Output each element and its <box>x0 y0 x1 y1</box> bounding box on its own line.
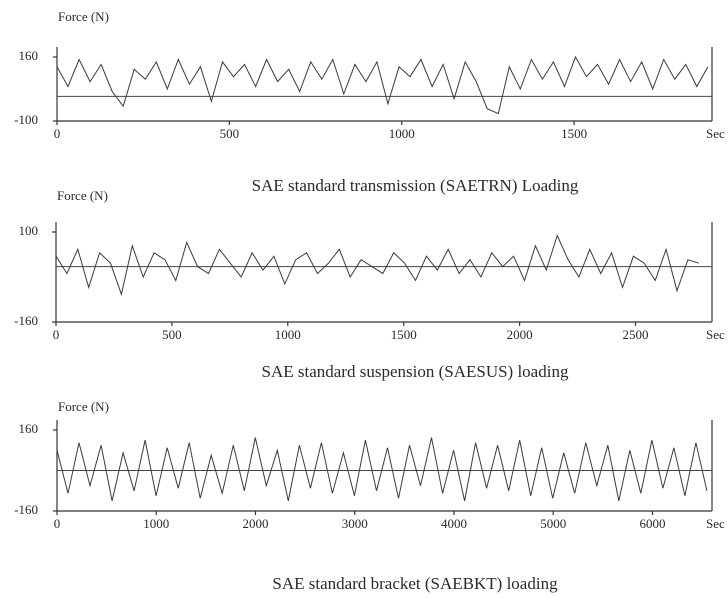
x-tick-label: 1000 <box>275 327 301 342</box>
x-tick-label: 2000 <box>242 516 268 531</box>
chart-caption: SAE standard suspension (SAESUS) loading <box>262 362 569 381</box>
x-axis-label: Sec <box>706 126 725 141</box>
y-tick-label: 160 <box>19 421 39 436</box>
x-tick-label: 500 <box>162 327 182 342</box>
x-tick-label: 0 <box>54 126 61 141</box>
y-axis-label: Force (N) <box>58 9 109 24</box>
force-line <box>57 57 708 114</box>
y-tick-label: 100 <box>19 223 39 238</box>
x-tick-label: 1000 <box>389 126 415 141</box>
figure: Force (N) SAE standard transmission (SAET… <box>0 0 728 598</box>
x-tick-label: 1500 <box>561 126 587 141</box>
x-tick-label: 4000 <box>441 516 467 531</box>
y-tick-label: -160 <box>14 502 38 517</box>
x-tick-label: 2000 <box>507 327 533 342</box>
x-tick-label: 0 <box>54 516 61 531</box>
x-axis-label: Sec <box>706 327 725 342</box>
x-tick-label: 2500 <box>623 327 649 342</box>
x-tick-label: 1500 <box>391 327 417 342</box>
x-axis-label: Sec <box>706 516 725 531</box>
x-tick-label: 500 <box>220 126 240 141</box>
y-tick-label: -160 <box>14 313 38 328</box>
x-tick-label: 3000 <box>342 516 368 531</box>
y-axis-label: Force (N) <box>57 188 108 203</box>
x-tick-label: 1000 <box>143 516 169 531</box>
x-tick-label: 6000 <box>639 516 665 531</box>
x-tick-label: 0 <box>53 327 60 342</box>
y-axis-label: Force (N) <box>58 399 109 414</box>
force-line <box>56 236 699 295</box>
x-tick-label: 5000 <box>540 516 566 531</box>
force-line <box>57 438 707 501</box>
y-tick-label: -100 <box>14 112 38 127</box>
chart-caption: SAE standard bracket (SAEBKT) loading <box>272 574 558 593</box>
y-tick-label: 160 <box>19 48 39 63</box>
chart-caption: SAE standard transmission (SAETRN) Loadi… <box>252 176 579 195</box>
